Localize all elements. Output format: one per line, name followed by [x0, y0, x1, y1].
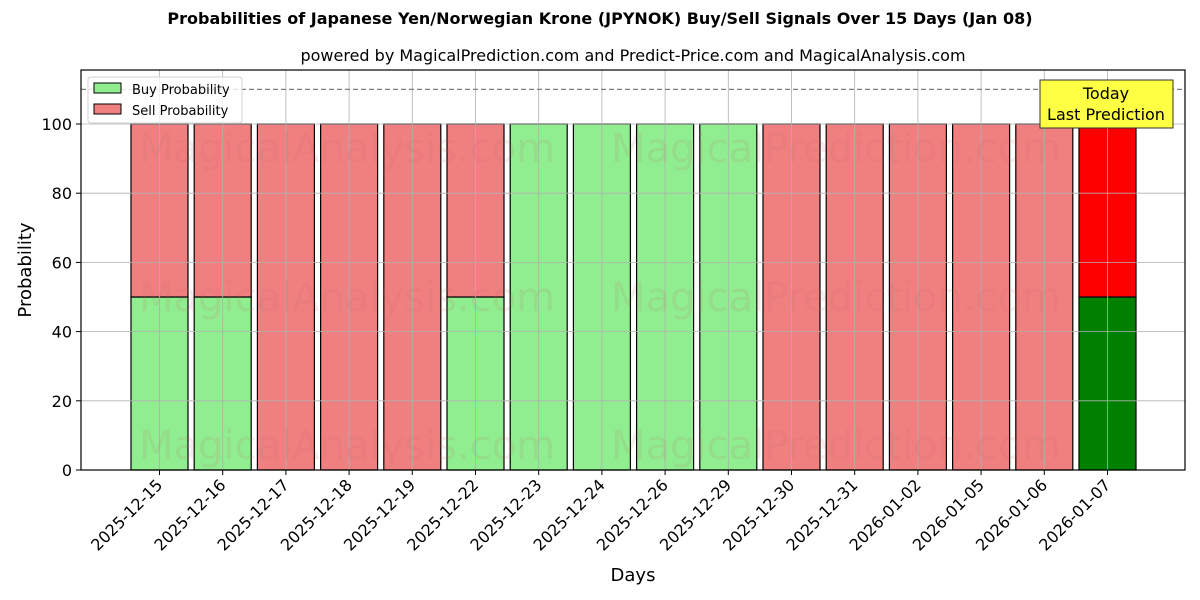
- today-annotation: Today Last Prediction: [1039, 79, 1174, 129]
- watermark-text: MagicalAnalysis.com: [139, 275, 555, 321]
- y-tick-label: 40: [52, 323, 72, 342]
- y-tick-label: 0: [62, 461, 72, 480]
- watermarks: MagicalAnalysis.com MagicalPrediction.com…: [139, 126, 1061, 469]
- chart-subtitle: powered by MagicalPrediction.com and Pre…: [300, 46, 966, 65]
- legend-buy-swatch: [93, 82, 122, 94]
- annotation-last-prediction: Last Prediction: [1047, 105, 1165, 124]
- watermark-text: MagicalPrediction.com: [611, 423, 1061, 469]
- y-tick-label: 80: [52, 184, 72, 203]
- chart-title: Probabilities of Japanese Yen/Norwegian …: [167, 9, 1033, 28]
- y-axis: 0 20 40 60 80 100: [41, 115, 81, 480]
- legend-sell-swatch: [93, 103, 122, 115]
- x-axis: 2025-12-152025-12-162025-12-172025-12-18…: [87, 470, 1114, 555]
- y-tick-label: 20: [52, 392, 72, 411]
- y-tick-label: 100: [41, 115, 72, 134]
- annotation-today: Today: [1082, 84, 1129, 103]
- plot-frame: [80, 69, 1186, 471]
- watermark-text: MagicalAnalysis.com: [139, 423, 555, 469]
- y-axis-title: Probability: [15, 222, 36, 317]
- x-axis-title: Days: [611, 565, 656, 586]
- legend-sell-label: Sell Probability: [132, 104, 229, 119]
- y-tick-label: 60: [52, 253, 72, 272]
- legend-buy-label: Buy Probability: [132, 83, 230, 98]
- watermark-text: MagicalPrediction.com: [611, 126, 1061, 172]
- legend: Buy Probability Sell Probability: [87, 76, 243, 124]
- watermark-text: MagicalAnalysis.com: [139, 126, 555, 172]
- watermark-text: MagicalPrediction.com: [611, 275, 1061, 321]
